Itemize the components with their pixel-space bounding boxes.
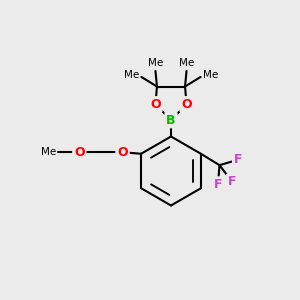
Text: F: F — [214, 178, 222, 191]
Text: O: O — [181, 98, 192, 111]
Text: F: F — [234, 153, 242, 166]
Text: Me: Me — [179, 58, 194, 68]
Text: O: O — [150, 98, 161, 111]
Text: Me: Me — [41, 147, 56, 157]
Text: Me: Me — [203, 70, 218, 80]
Text: F: F — [228, 175, 236, 188]
Text: Me: Me — [124, 70, 139, 80]
Text: O: O — [74, 146, 85, 159]
Text: B: B — [166, 113, 176, 127]
Text: O: O — [117, 146, 128, 159]
Text: Me: Me — [148, 58, 163, 68]
